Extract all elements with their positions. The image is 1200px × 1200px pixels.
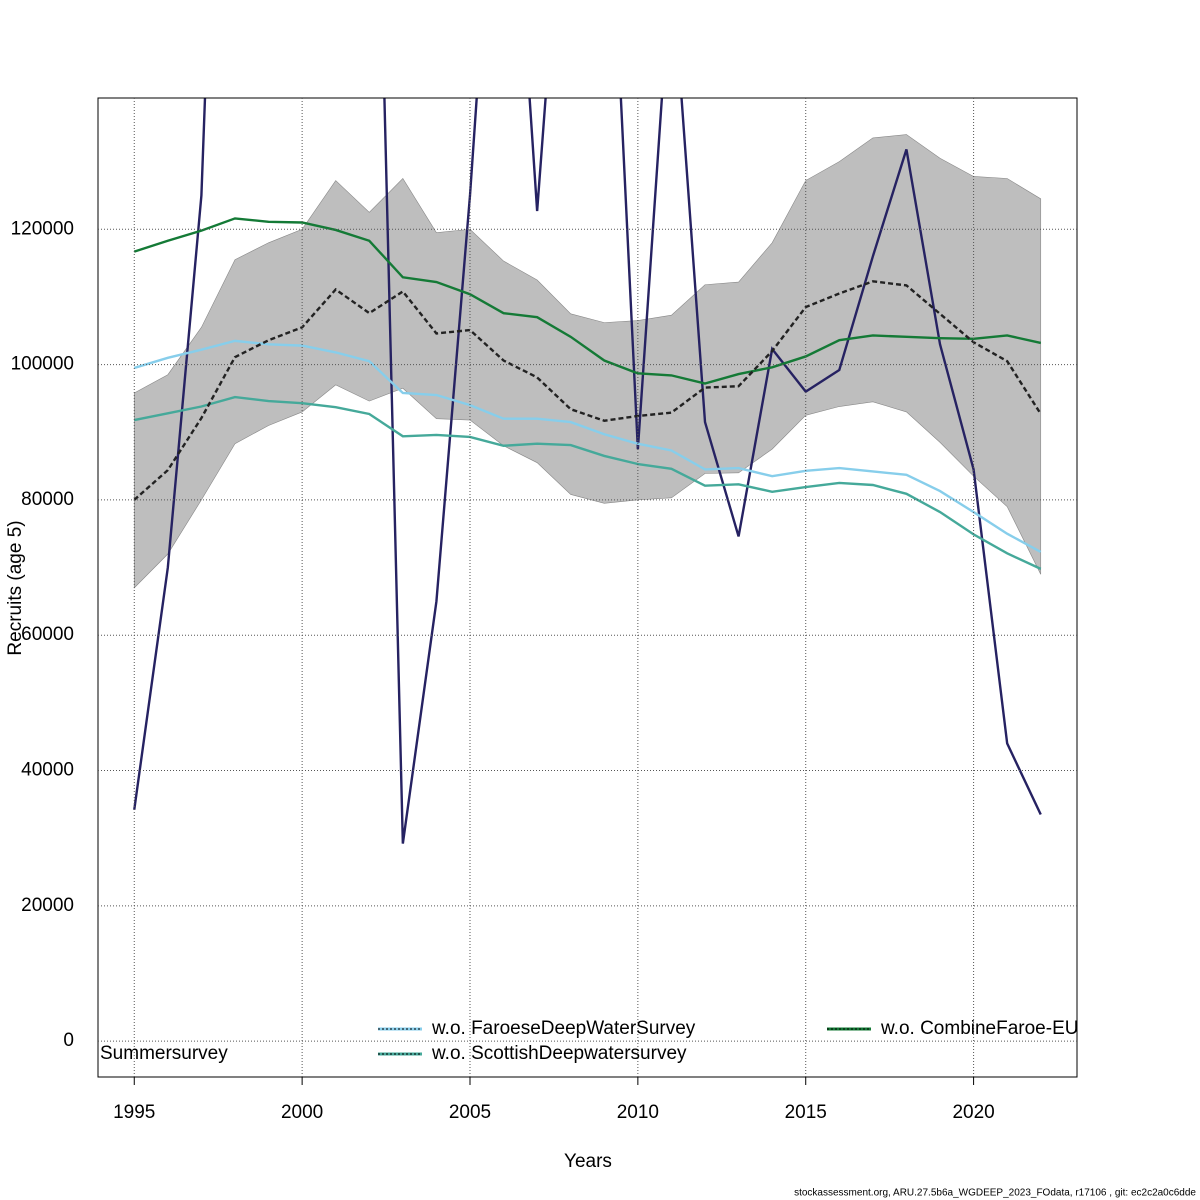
annotation: Summersurvey	[100, 1043, 228, 1064]
plot-frame	[97, 97, 1078, 1078]
series-line	[133, 217, 1042, 385]
x-tick-label: 2005	[449, 1102, 491, 1123]
y-tick-label: 120000	[11, 218, 74, 239]
y-axis-label: Recruits (age 5)	[5, 520, 26, 655]
x-axis-label: Years	[564, 1151, 612, 1172]
series-line	[133, 339, 1042, 554]
legend-label: w.o. CombineFaroe-EU	[880, 1018, 1078, 1039]
x-tick-label: 2010	[617, 1102, 659, 1123]
y-tick-label: 100000	[11, 354, 74, 375]
series-line	[133, 98, 1042, 844]
y-tick-label: 0	[63, 1030, 74, 1051]
x-tick-label: 2000	[281, 1102, 323, 1123]
y-tick-label: 20000	[21, 895, 74, 916]
plot-area	[133, 98, 1042, 844]
x-tick-label: 2015	[785, 1102, 827, 1123]
y-tick-label: 60000	[21, 624, 74, 645]
series-line	[134, 395, 1042, 570]
footer: stockassessment.org, ARU.27.5b6a_WGDEEP_…	[794, 1188, 1196, 1199]
x-tick-label: 1995	[113, 1102, 155, 1123]
x-tick-label: 2020	[952, 1102, 994, 1123]
y-tick-label: 40000	[21, 760, 74, 781]
y-tick-label: 80000	[21, 489, 74, 510]
series-line	[133, 280, 1042, 501]
legend-label: w.o. FaroeseDeepWaterSurvey	[431, 1018, 696, 1039]
confidence-band	[133, 134, 1042, 589]
legend-label: w.o. ScottishDeepwatersurvey	[431, 1043, 687, 1064]
